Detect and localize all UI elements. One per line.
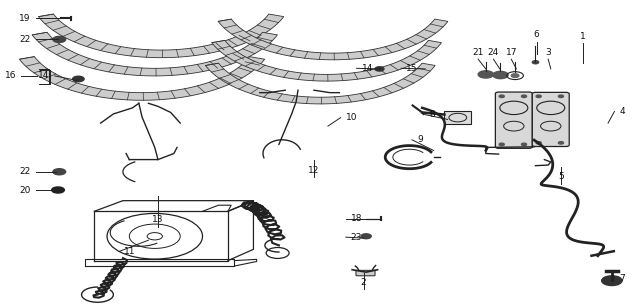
Text: 18: 18: [351, 214, 362, 223]
Circle shape: [73, 76, 84, 82]
Circle shape: [375, 67, 384, 71]
Text: 8: 8: [430, 110, 436, 119]
Circle shape: [602, 276, 622, 286]
Text: 19: 19: [19, 14, 31, 23]
Circle shape: [511, 74, 519, 77]
Text: 17: 17: [506, 48, 517, 57]
Text: 14: 14: [362, 64, 373, 73]
FancyBboxPatch shape: [495, 92, 532, 148]
Circle shape: [499, 143, 504, 146]
Text: 21: 21: [472, 48, 484, 57]
Text: 20: 20: [19, 185, 31, 195]
Text: 2: 2: [361, 278, 366, 287]
Text: 14: 14: [38, 72, 50, 80]
Text: 6: 6: [534, 30, 540, 39]
Circle shape: [361, 234, 371, 239]
Text: 22: 22: [19, 167, 31, 176]
FancyBboxPatch shape: [356, 270, 375, 276]
Text: 16: 16: [4, 72, 16, 80]
Text: 7: 7: [620, 274, 625, 283]
Circle shape: [478, 71, 493, 78]
Circle shape: [52, 187, 65, 193]
Circle shape: [536, 95, 541, 98]
FancyBboxPatch shape: [532, 92, 569, 146]
Circle shape: [53, 36, 66, 42]
Text: 3: 3: [545, 48, 551, 57]
Circle shape: [558, 142, 563, 144]
Text: 24: 24: [488, 48, 499, 57]
Circle shape: [558, 95, 563, 98]
Circle shape: [522, 143, 527, 146]
Circle shape: [53, 169, 66, 175]
Circle shape: [532, 61, 539, 64]
Text: 11: 11: [124, 247, 136, 256]
Text: 1: 1: [580, 32, 586, 41]
Circle shape: [499, 95, 504, 98]
Polygon shape: [38, 14, 284, 58]
Polygon shape: [218, 19, 448, 60]
Text: 4: 4: [620, 107, 625, 116]
Polygon shape: [205, 63, 435, 104]
Text: 5: 5: [558, 173, 564, 181]
Text: 12: 12: [308, 166, 319, 175]
Polygon shape: [212, 41, 442, 81]
Polygon shape: [19, 56, 265, 100]
Polygon shape: [32, 32, 277, 76]
Text: 9: 9: [417, 135, 423, 144]
Bar: [444, 111, 471, 124]
Circle shape: [493, 71, 508, 79]
Text: 13: 13: [152, 215, 164, 224]
Text: 15: 15: [406, 64, 418, 73]
Circle shape: [522, 95, 527, 98]
Circle shape: [536, 142, 541, 144]
Text: 10: 10: [346, 113, 357, 122]
Text: 23: 23: [351, 233, 362, 242]
Text: 22: 22: [19, 35, 31, 44]
